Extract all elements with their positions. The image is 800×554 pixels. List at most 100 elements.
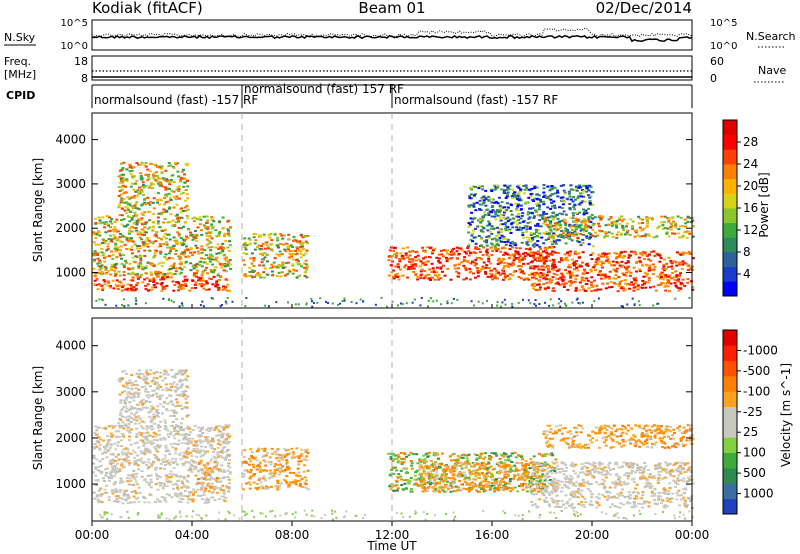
range-cell bbox=[553, 234, 557, 236]
range-cell bbox=[667, 280, 670, 283]
range-cell bbox=[278, 255, 282, 257]
range-cell bbox=[602, 252, 606, 255]
range-cell bbox=[495, 243, 499, 246]
range-cell bbox=[164, 169, 168, 172]
range-cell bbox=[636, 234, 640, 237]
range-cell bbox=[296, 479, 300, 482]
range-cell bbox=[433, 278, 437, 281]
range-cell bbox=[480, 258, 483, 261]
range-cell bbox=[498, 239, 502, 242]
range-cell bbox=[108, 471, 112, 474]
range-cell bbox=[387, 274, 391, 277]
range-cell bbox=[270, 239, 274, 242]
range-cell bbox=[538, 236, 542, 239]
range-cell bbox=[290, 481, 294, 483]
range-cell bbox=[164, 201, 168, 204]
range-cell bbox=[95, 429, 99, 432]
range-cell bbox=[567, 254, 571, 257]
range-cell bbox=[140, 265, 144, 268]
range-cell bbox=[569, 188, 573, 191]
range-cell bbox=[154, 240, 158, 243]
range-cell bbox=[228, 459, 231, 461]
range-cell bbox=[151, 393, 155, 396]
range-cell bbox=[139, 232, 143, 235]
range-cell bbox=[555, 277, 558, 280]
range-cell bbox=[517, 186, 521, 189]
range-cell bbox=[175, 388, 179, 391]
range-cell bbox=[509, 210, 513, 212]
range-cell bbox=[507, 188, 511, 191]
range-cell bbox=[297, 471, 301, 474]
range-cell bbox=[153, 417, 156, 420]
range-cell bbox=[472, 205, 476, 208]
range-cell bbox=[521, 270, 524, 273]
range-cell bbox=[215, 463, 219, 466]
range-cell bbox=[541, 216, 544, 219]
range-cell bbox=[562, 236, 566, 239]
range-cell bbox=[203, 269, 207, 272]
range-cell bbox=[143, 226, 147, 229]
range-cell bbox=[559, 224, 563, 227]
range-cell bbox=[688, 252, 692, 255]
range-cell bbox=[431, 252, 434, 255]
range-cell bbox=[509, 241, 513, 244]
range-cell bbox=[124, 191, 128, 194]
range-cell bbox=[542, 212, 545, 215]
range-cell bbox=[213, 269, 217, 272]
range-cell bbox=[159, 252, 163, 255]
range-cell bbox=[129, 443, 133, 446]
range-cell bbox=[151, 442, 155, 445]
range-cell bbox=[107, 282, 111, 284]
range-cell bbox=[408, 254, 412, 257]
range-cell bbox=[110, 240, 114, 243]
range-cell bbox=[305, 303, 308, 306]
range-cell bbox=[666, 227, 670, 230]
range-cell bbox=[119, 489, 123, 492]
range-cell bbox=[407, 266, 411, 268]
range-cell bbox=[614, 269, 618, 272]
range-cell bbox=[502, 189, 506, 192]
range-cell bbox=[470, 188, 473, 191]
range-cell bbox=[193, 233, 197, 236]
range-cell bbox=[472, 236, 476, 239]
range-cell bbox=[159, 484, 162, 487]
range-cell bbox=[428, 268, 432, 271]
range-cell bbox=[163, 438, 167, 441]
range-cell bbox=[589, 233, 593, 236]
range-cell bbox=[128, 163, 132, 166]
range-cell bbox=[130, 218, 134, 221]
range-cell bbox=[182, 185, 186, 188]
range-cell bbox=[144, 272, 148, 275]
range-cell bbox=[683, 218, 687, 221]
range-cell bbox=[128, 197, 132, 200]
range-cell bbox=[585, 272, 589, 274]
range-cell bbox=[152, 431, 156, 434]
range-cell bbox=[175, 398, 178, 401]
range-cell bbox=[629, 283, 633, 286]
range-cell bbox=[246, 275, 250, 278]
range-cell bbox=[225, 433, 229, 436]
range-cell bbox=[221, 304, 223, 306]
range-cell bbox=[544, 216, 548, 219]
range-cell bbox=[293, 456, 297, 459]
range-cell bbox=[155, 282, 159, 285]
range-cell bbox=[129, 279, 133, 282]
range-cell bbox=[130, 412, 133, 415]
range-cell bbox=[196, 439, 200, 442]
range-cell bbox=[691, 219, 695, 222]
range-cell bbox=[131, 483, 135, 486]
range-cell bbox=[227, 462, 231, 465]
range-cell bbox=[553, 215, 557, 218]
range-cell bbox=[263, 252, 266, 255]
range-cell bbox=[405, 302, 408, 305]
range-cell bbox=[265, 244, 269, 247]
range-cell bbox=[248, 270, 252, 273]
range-cell bbox=[164, 188, 168, 191]
range-cell bbox=[116, 471, 120, 473]
range-cell bbox=[143, 198, 146, 201]
range-cell bbox=[126, 223, 130, 226]
range-cell bbox=[173, 430, 177, 432]
range-cell bbox=[547, 198, 551, 200]
range-cell bbox=[95, 433, 99, 436]
range-cell bbox=[139, 417, 143, 420]
